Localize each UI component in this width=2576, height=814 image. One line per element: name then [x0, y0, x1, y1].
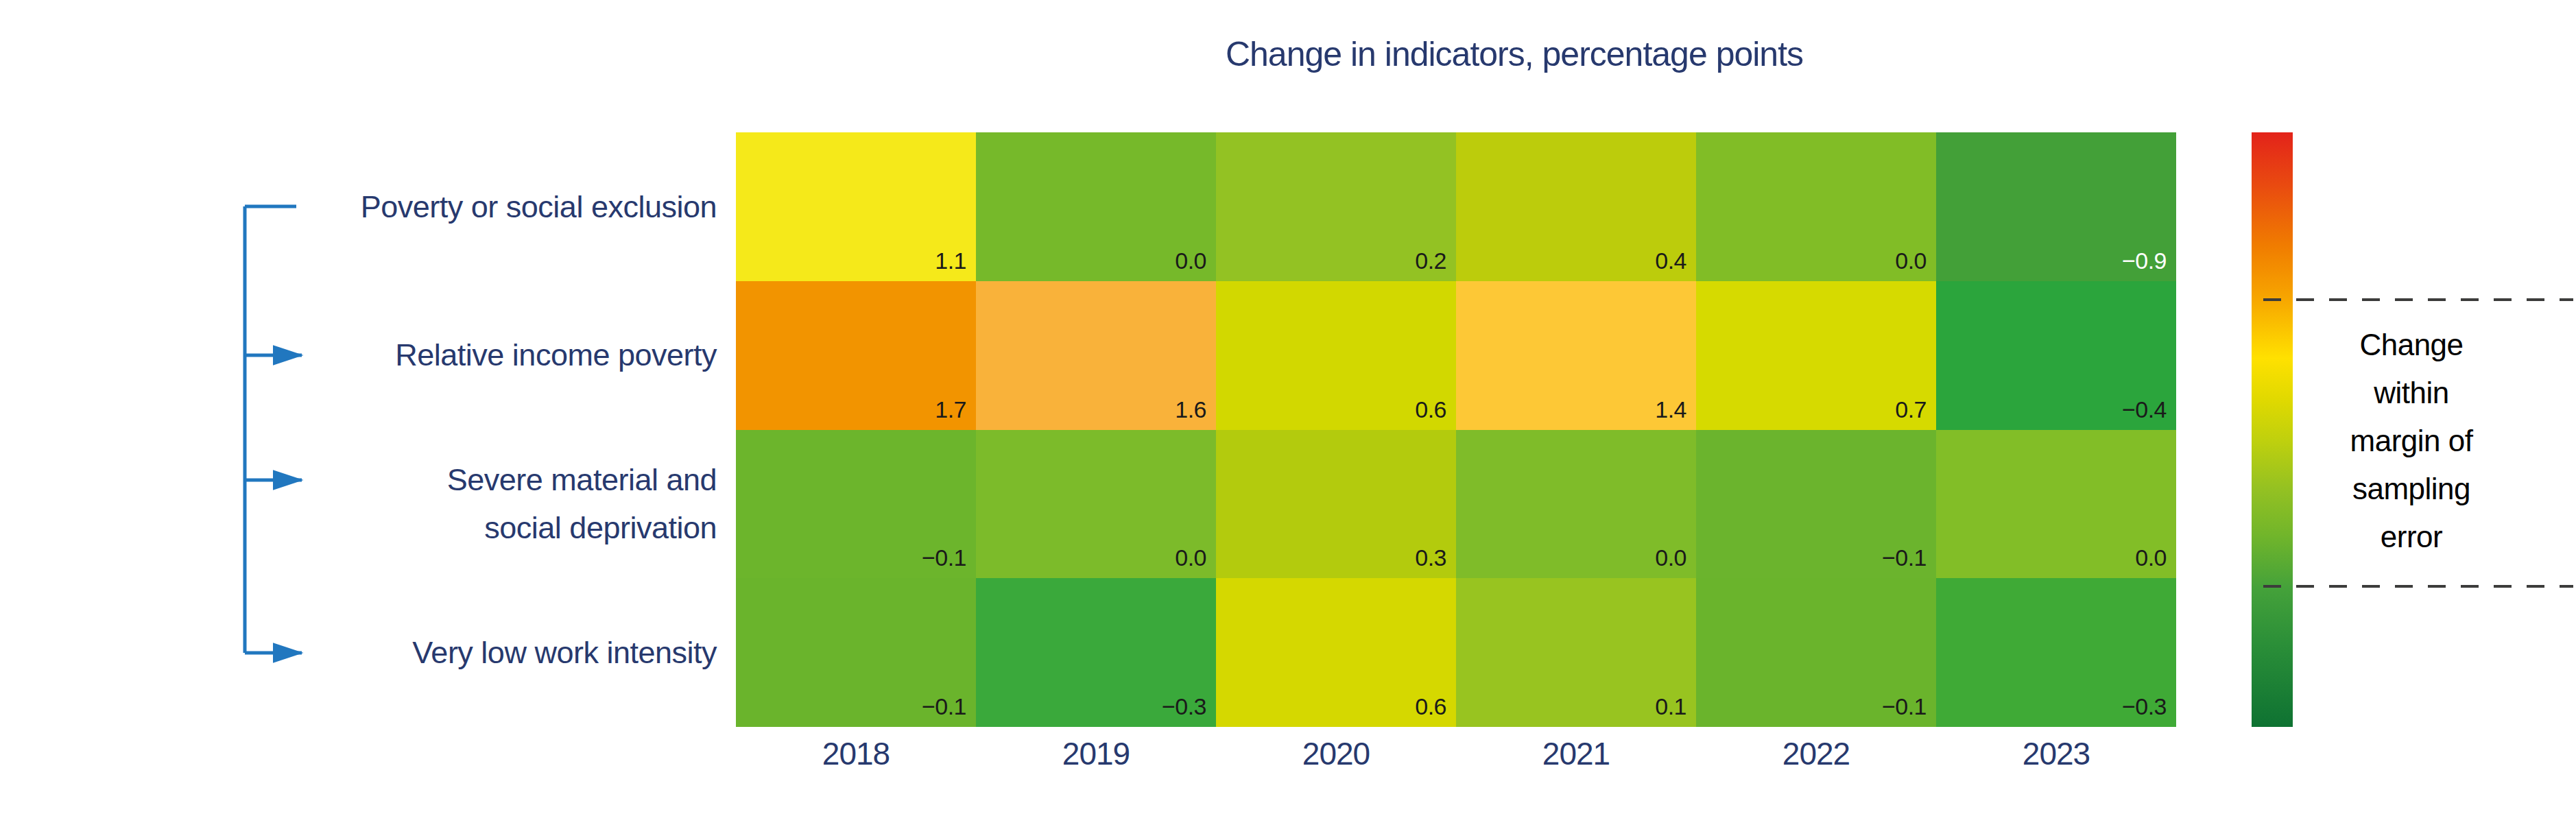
cell-value: −0.1 — [1882, 544, 1927, 571]
heatmap-cell-r0-c1: 0.0 — [976, 132, 1216, 281]
heatmap-cell-r1-c1: 1.6 — [976, 281, 1216, 430]
cell-value: 0.0 — [1175, 544, 1206, 571]
cell-value: 0.0 — [1655, 544, 1686, 571]
heatmap-cell-r3-c2: 0.6 — [1216, 578, 1456, 727]
heatmap-cell-r0-c0: 1.1 — [736, 132, 976, 281]
cell-value: 1.6 — [1175, 396, 1206, 423]
cell-value: 0.7 — [1895, 396, 1927, 423]
heatmap-cell-r2-c5: 0.0 — [1936, 430, 2176, 579]
row-label-2: Severe material and social deprivation — [103, 430, 717, 579]
cell-value: 0.1 — [1655, 693, 1686, 720]
heatmap-cell-r2-c1: 0.0 — [976, 430, 1216, 579]
heatmap-grid: 1.1 0.0 0.2 0.4 0.0 −0.9 1.7 1.6 0.6 1.4 0.7 −0.4 −0… — [736, 132, 2176, 727]
heatmap-cell-r3-c0: −0.1 — [736, 578, 976, 727]
cell-value: 0.4 — [1655, 248, 1686, 274]
heatmap-cell-r2-c0: −0.1 — [736, 430, 976, 579]
heatmap-cell-r2-c2: 0.3 — [1216, 430, 1456, 579]
legend-label: Change within margin of sampling error — [2325, 321, 2498, 561]
cell-value: 0.6 — [1415, 396, 1446, 423]
cell-value: 1.1 — [935, 248, 966, 274]
heatmap-cell-r0-c3: 0.4 — [1456, 132, 1696, 281]
heatmap-cell-r1-c0: 1.7 — [736, 281, 976, 430]
chart-canvas: Change in indicators, percentage points … — [0, 0, 2576, 814]
row-label-3: Very low work intensity — [103, 578, 717, 727]
cell-value: 0.0 — [1895, 248, 1927, 274]
cell-value: 1.7 — [935, 396, 966, 423]
margin-lower-dashed-line — [2263, 585, 2573, 588]
heatmap-cell-r3-c3: 0.1 — [1456, 578, 1696, 727]
cell-value: 0.0 — [2135, 544, 2167, 571]
color-scale-bar — [2252, 132, 2293, 727]
heatmap-cell-r1-c5: −0.4 — [1936, 281, 2176, 430]
heatmap-cell-r2-c3: 0.0 — [1456, 430, 1696, 579]
margin-upper-dashed-line — [2263, 298, 2573, 301]
row-labels: Poverty or social exclusionRelative inco… — [103, 132, 717, 727]
cell-value: −0.3 — [1162, 693, 1206, 720]
cell-value: −0.1 — [922, 693, 966, 720]
heatmap-cell-r3-c4: −0.1 — [1696, 578, 1936, 727]
cell-value: −0.1 — [1882, 693, 1927, 720]
chart-title: Change in indicators, percentage points — [736, 34, 2293, 82]
heatmap-cell-r1-c2: 0.6 — [1216, 281, 1456, 430]
heatmap-cell-r3-c5: −0.3 — [1936, 578, 2176, 727]
row-label-0: Poverty or social exclusion — [103, 132, 717, 281]
x-axis-labels: 201820192020202120222023 — [736, 735, 2176, 776]
cell-value: 0.3 — [1415, 544, 1446, 571]
x-axis-label-2019: 2019 — [976, 735, 1216, 776]
row-label-1: Relative income poverty — [103, 281, 717, 430]
heatmap-cell-r0-c4: 0.0 — [1696, 132, 1936, 281]
cell-value: 1.4 — [1655, 396, 1686, 423]
heatmap-cell-r1-c4: 0.7 — [1696, 281, 1936, 430]
heatmap-cell-r2-c4: −0.1 — [1696, 430, 1936, 579]
x-axis-label-2020: 2020 — [1216, 735, 1456, 776]
heatmap-cell-r3-c1: −0.3 — [976, 578, 1216, 727]
cell-value: 0.0 — [1175, 248, 1206, 274]
x-axis-label-2023: 2023 — [1936, 735, 2176, 776]
x-axis-label-2022: 2022 — [1696, 735, 1936, 776]
cell-value: −0.4 — [2122, 396, 2167, 423]
x-axis-label-2018: 2018 — [736, 735, 976, 776]
cell-value: −0.9 — [2122, 248, 2167, 274]
cell-value: −0.3 — [2122, 693, 2167, 720]
cell-value: 0.2 — [1415, 248, 1446, 274]
heatmap-cell-r1-c3: 1.4 — [1456, 281, 1696, 430]
x-axis-label-2021: 2021 — [1456, 735, 1696, 776]
cell-value: 0.6 — [1415, 693, 1446, 720]
heatmap-cell-r0-c5: −0.9 — [1936, 132, 2176, 281]
cell-value: −0.1 — [922, 544, 966, 571]
heatmap-cell-r0-c2: 0.2 — [1216, 132, 1456, 281]
